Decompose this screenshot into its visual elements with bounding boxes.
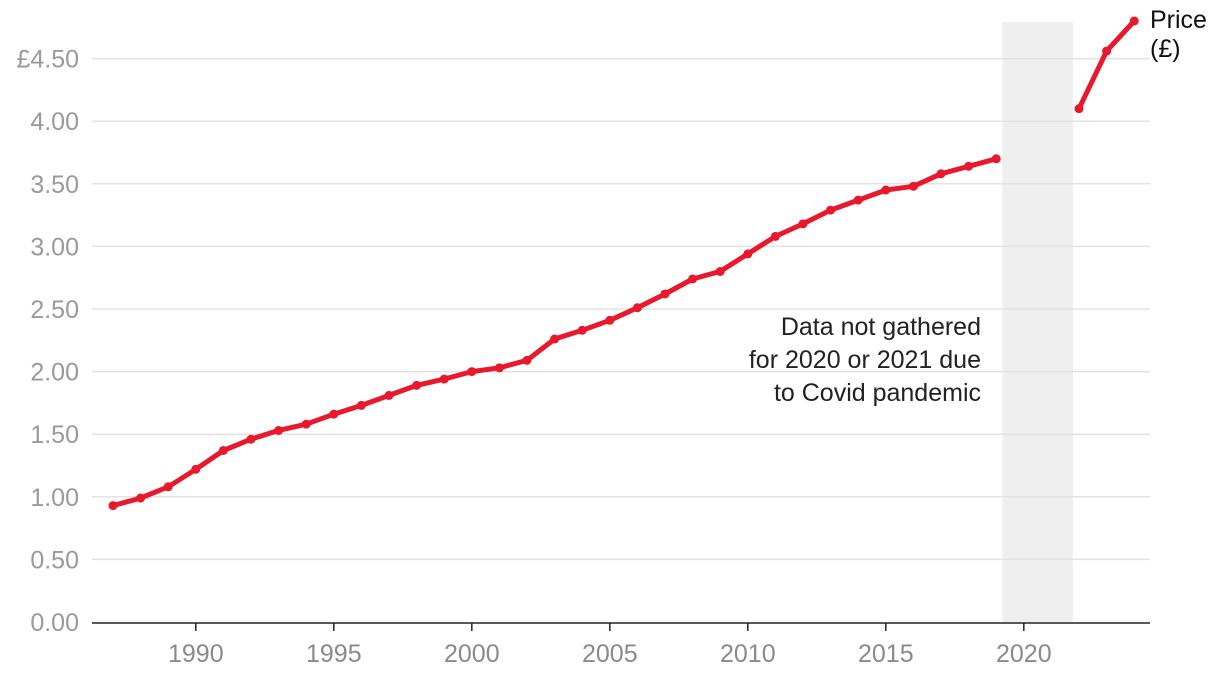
series-label-line: (£) <box>1150 35 1181 63</box>
y-tick-label: 2.50 <box>30 296 79 324</box>
data-point <box>688 274 698 284</box>
y-tick-label: £4.50 <box>16 46 79 74</box>
x-tick-label: 2010 <box>720 640 776 668</box>
data-point <box>964 161 974 171</box>
x-tick-label: 2005 <box>582 640 638 668</box>
data-point <box>743 249 753 259</box>
x-tick-label: 1990 <box>168 640 224 668</box>
data-point <box>356 400 366 410</box>
series-line-segment <box>1076 18 1137 112</box>
x-tick-label: 1995 <box>306 640 362 668</box>
data-point <box>384 390 394 400</box>
data-point <box>329 409 339 419</box>
data-point <box>274 425 284 435</box>
data-point <box>826 205 836 215</box>
series-label: Price(£) <box>1150 6 1207 63</box>
data-point <box>218 445 228 455</box>
price-series-points <box>108 16 1139 511</box>
data-point <box>412 380 422 390</box>
no-data-annotation: Data not gathered for 2020 or 2021 due to … <box>749 313 981 407</box>
y-tick-label: 1.00 <box>30 484 79 512</box>
data-point <box>936 169 946 179</box>
y-axis-tick-labels: 0.00 0.50 1.00 1.50 2.00 2.50 3.00 3.50 4.00 £4.5… <box>16 46 79 637</box>
data-point <box>467 367 477 377</box>
data-point <box>798 219 808 229</box>
data-point <box>163 482 173 492</box>
data-point <box>1074 104 1084 114</box>
no-data-shaded-band <box>1002 22 1073 622</box>
data-point <box>439 374 449 384</box>
y-tick-label: 1.50 <box>30 421 79 449</box>
y-tick-label: 0.00 <box>30 609 79 637</box>
data-point <box>770 231 780 241</box>
x-axis-ticks: 1990 1995 2000 2005 2010 2015 2020 <box>168 623 1052 668</box>
y-tick-label: 4.00 <box>30 108 79 136</box>
x-tick-label: 2015 <box>858 640 914 668</box>
data-point <box>1129 16 1139 26</box>
y-tick-label: 3.50 <box>30 171 79 199</box>
price-series-lines <box>110 18 1137 509</box>
data-point <box>908 181 918 191</box>
data-point <box>660 289 670 299</box>
y-tick-label: 2.00 <box>30 359 79 387</box>
data-point <box>991 154 1001 164</box>
annotation-line: for 2020 or 2021 due <box>749 346 981 374</box>
annotation-line: to Covid pandemic <box>774 379 981 407</box>
data-point <box>577 325 587 335</box>
y-tick-label: 0.50 <box>30 546 79 574</box>
annotation-line: Data not gathered <box>781 313 981 341</box>
data-point <box>632 303 642 313</box>
data-point <box>246 434 256 444</box>
data-point <box>550 334 560 344</box>
data-point <box>853 195 863 205</box>
data-point <box>522 355 532 365</box>
data-point <box>191 464 201 474</box>
data-point <box>301 419 311 429</box>
data-point <box>715 266 725 276</box>
data-point <box>605 315 615 325</box>
data-point <box>136 493 146 503</box>
data-point <box>1102 46 1112 56</box>
x-tick-label: 2000 <box>444 640 500 668</box>
y-tick-label: 3.00 <box>30 233 79 261</box>
data-point <box>494 363 504 373</box>
data-point <box>108 501 118 511</box>
data-point <box>881 185 891 195</box>
series-label-line: Price <box>1150 6 1207 34</box>
gridlines <box>92 57 1150 561</box>
x-tick-label: 2020 <box>996 640 1052 668</box>
